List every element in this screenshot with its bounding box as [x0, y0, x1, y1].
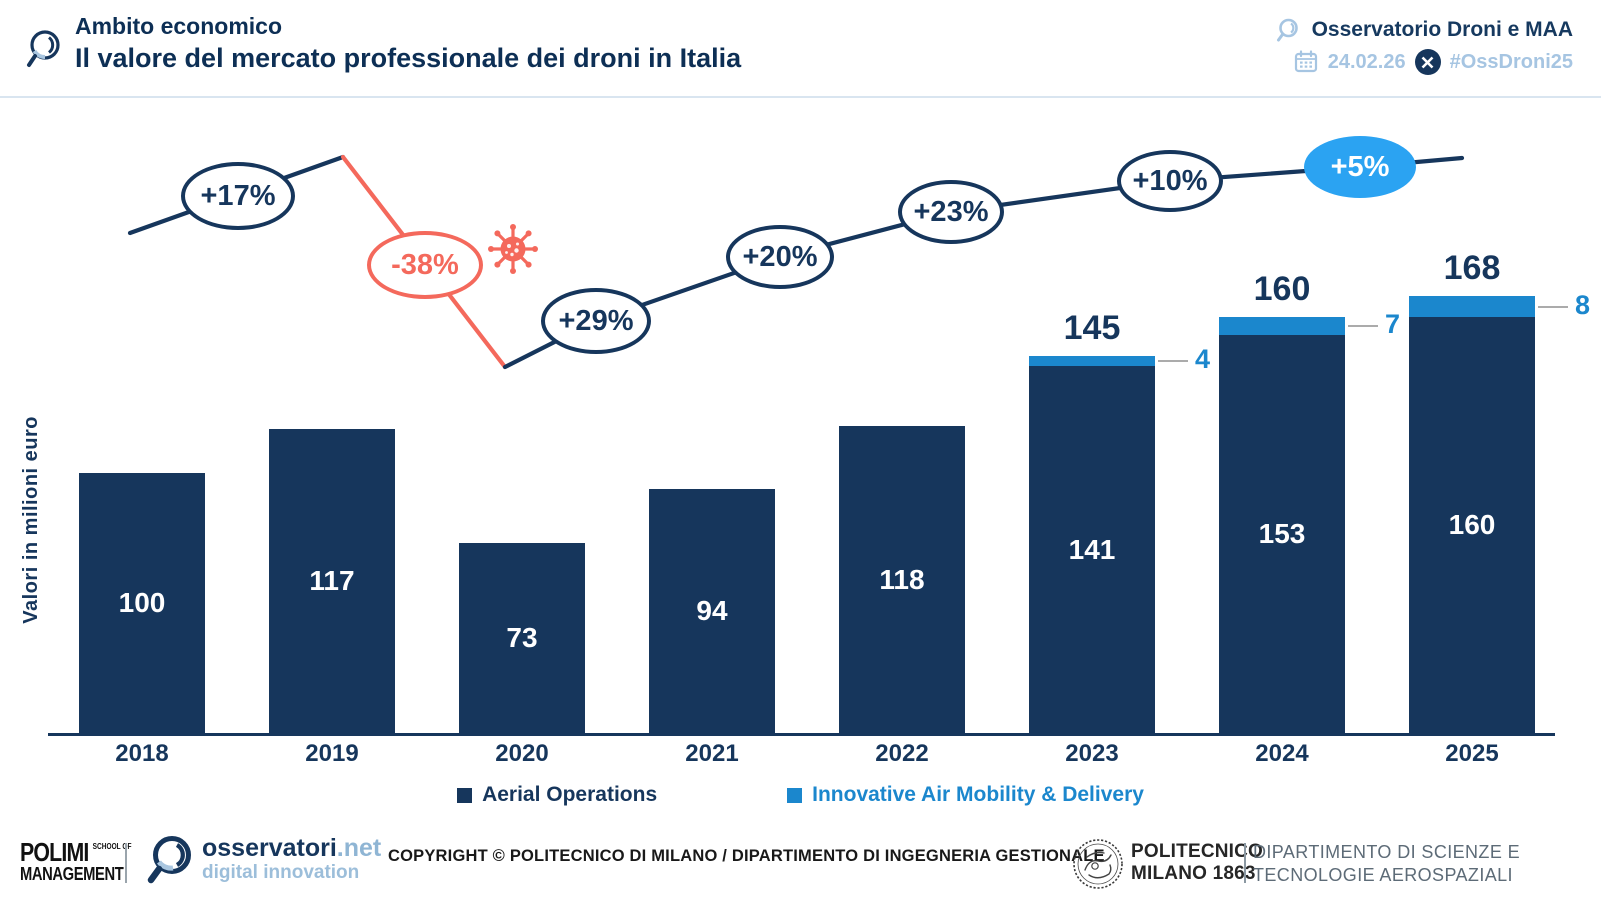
bar-value-label: 100 — [118, 587, 166, 618]
innovative-value-label: 7 — [1385, 309, 1401, 340]
footer: POLIMI SCHOOL OF MANAGEMENT osservatori.… — [0, 817, 1601, 898]
bar-aerial-2022: 118 — [839, 426, 965, 733]
y-axis-label: Valori in milioni euro — [20, 416, 42, 624]
growth-badge--38: -38% — [367, 231, 483, 299]
copyright-text: COPYRIGHT © POLITECNICO DI MILANO / DIPA… — [388, 847, 1105, 865]
osservatori-net-logo: osservatori.net digital innovation — [202, 834, 382, 883]
bar-innovative-2024 — [1219, 317, 1345, 336]
header: Ambito economico Il valore del mercato p… — [0, 0, 1601, 98]
bar-aerial-2024: 153 — [1219, 335, 1345, 733]
source-label: Osservatorio Droni e MAA — [1311, 18, 1573, 41]
total-value-label: 160 — [1253, 270, 1311, 308]
page-title: Il valore del mercato professionale dei … — [75, 42, 742, 73]
magnifier-icon — [1276, 18, 1298, 41]
footer-divider-right — [1244, 843, 1246, 883]
legend-swatch — [457, 787, 473, 803]
osservatori-net-text: .net — [336, 834, 382, 862]
x-social-icon[interactable] — [1414, 49, 1441, 75]
osservatori-brand-text: osservatori — [202, 834, 337, 862]
legend-item: Innovative Air Mobility & Delivery — [787, 783, 1144, 807]
bar-value-label: 117 — [309, 564, 355, 596]
x-axis-label-2019: 2019 — [305, 740, 359, 767]
growth-badge-23: +23% — [898, 180, 1004, 244]
politecnico-text: POLITECNICO — [1131, 841, 1264, 862]
bar-aerial-2019: 117 — [269, 428, 395, 733]
innovative-value-label: 8 — [1575, 289, 1591, 320]
x-axis-label-2021: 2021 — [685, 740, 739, 767]
bar-innovative-2023 — [1029, 356, 1155, 367]
bar-aerial-2020: 73 — [459, 543, 585, 733]
header-kicker: Ambito economico — [75, 13, 283, 39]
hashtag-label[interactable]: #OssDroni25 — [1449, 50, 1573, 73]
polimi-logo-text: POLIMI — [20, 837, 89, 867]
digital-innovation-text: digital innovation — [202, 861, 360, 883]
x-axis-line — [48, 733, 1555, 736]
bar-value-label: 160 — [1448, 509, 1496, 540]
growth-badge-29: +29% — [541, 288, 651, 354]
department-line-1: DIPARTIMENTO DI SCIENZE E — [1253, 842, 1521, 862]
polimi-school-text: SCHOOL OF — [92, 842, 132, 851]
bar-aerial-2021: 94 — [649, 488, 775, 733]
virus-icon — [488, 224, 538, 274]
total-value-label: 145 — [1063, 309, 1121, 347]
title-block: Ambito economico Il valore del mercato p… — [75, 12, 741, 76]
bar-aerial-2018: 100 — [79, 473, 205, 733]
osservatori-logo-icon — [27, 30, 60, 67]
bar-value-label: 153 — [1258, 518, 1306, 550]
bar-value-label: 141 — [1068, 533, 1116, 565]
calendar-icon — [1294, 50, 1317, 73]
legend-label: Aerial Operations — [482, 783, 658, 806]
legend-label: Innovative Air Mobility & Delivery — [812, 783, 1144, 806]
politecnico-milano-logo-text: POLITECNICO MILANO 1863 — [1131, 841, 1263, 886]
callout-line — [1538, 305, 1568, 308]
bar-value-label: 94 — [696, 594, 728, 626]
bar-value-label: 73 — [506, 622, 538, 654]
department-text: DIPARTIMENTO DI SCIENZE E TECNOLOGIE AER… — [1253, 841, 1520, 886]
osservatori-magnifier-icon — [147, 836, 191, 884]
callout-line — [1158, 360, 1188, 363]
growth-badge-20: +20% — [726, 225, 834, 289]
bar-value-label: 118 — [879, 563, 925, 595]
legend: Aerial Operations Innovative Air Mobility… — [0, 783, 1601, 807]
x-axis-label-2022: 2022 — [875, 740, 929, 767]
x-axis-label-2024: 2024 — [1255, 740, 1309, 767]
header-meta: Osservatorio Droni e MAA 24.02.26 — [1276, 14, 1573, 78]
x-axis-label-2023: 2023 — [1065, 740, 1119, 767]
legend-swatch — [787, 787, 803, 803]
bar-aerial-2025: 160 — [1409, 317, 1535, 733]
footer-divider-left — [125, 843, 127, 883]
x-axis-label-2018: 2018 — [115, 740, 169, 767]
innovative-value-label: 4 — [1195, 344, 1211, 375]
growth-badge-10: +10% — [1117, 150, 1223, 212]
growth-badge-5: +5% — [1304, 136, 1416, 198]
total-value-label: 168 — [1443, 249, 1501, 288]
x-axis-label-2025: 2025 — [1445, 740, 1499, 767]
callout-line — [1348, 325, 1378, 328]
bar-aerial-2023: 141 — [1029, 366, 1155, 733]
growth-badge-17: +17% — [181, 162, 295, 230]
header-divider — [0, 96, 1601, 98]
date-label: 24.02.26 — [1327, 50, 1406, 73]
polimi-som-logo: POLIMI SCHOOL OF MANAGEMENT — [20, 839, 132, 885]
legend-item: Aerial Operations — [457, 783, 657, 807]
department-line-2: TECNOLOGIE AEROSPAZIALI — [1253, 864, 1513, 885]
politecnico-seal-icon — [1073, 839, 1123, 889]
bar-innovative-2025 — [1409, 296, 1535, 317]
milano-1863-text: MILANO 1863 — [1131, 863, 1256, 885]
polimi-management-text: MANAGEMENT — [20, 864, 124, 884]
x-axis-label-2020: 2020 — [495, 740, 549, 767]
